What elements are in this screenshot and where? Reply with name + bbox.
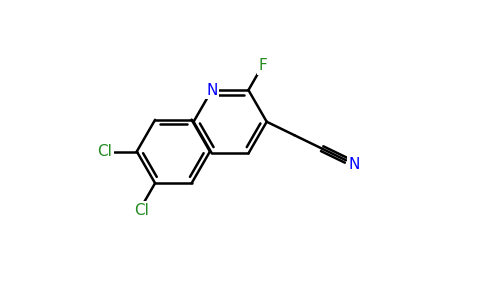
Text: Cl: Cl (97, 144, 112, 159)
Text: N: N (349, 157, 360, 172)
Text: N: N (206, 82, 217, 98)
Text: Cl: Cl (134, 203, 149, 218)
Text: F: F (258, 58, 267, 73)
